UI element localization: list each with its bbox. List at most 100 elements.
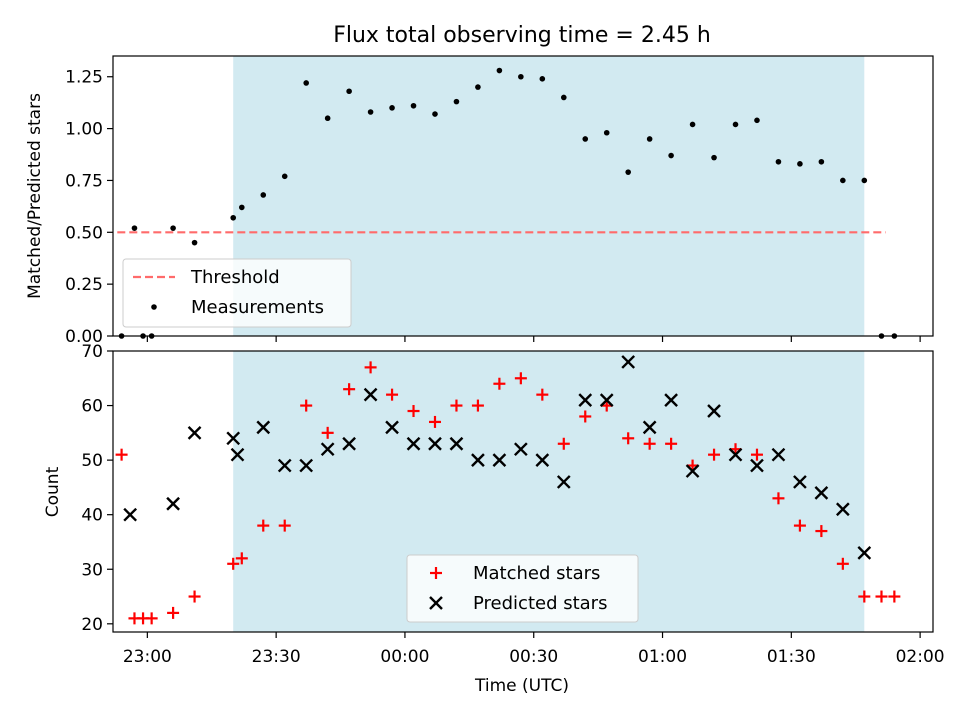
legend-matched-label: Matched stars: [473, 563, 600, 584]
measurement-point: [818, 158, 825, 165]
matched-star-point: [579, 410, 592, 423]
top-panel: 0.00 0.25 0.50 0.75 1.00 1.25 Matched/Predict…: [25, 55, 934, 347]
predicted-star-point: [385, 420, 399, 435]
predicted-star-point: [750, 458, 764, 473]
predicted-star-point: [599, 393, 614, 407]
legend-measurement-swatch: [151, 304, 157, 310]
predicted-star-point: [793, 475, 807, 489]
predicted-star-point: [621, 355, 636, 369]
top-axes-frame: [112, 55, 934, 337]
measurement-point: [861, 177, 868, 184]
predicted-stars-points: [123, 355, 872, 560]
measurement-point: [389, 105, 395, 111]
bottom-y-ticks: 20 30 40 50 60 70: [81, 342, 113, 635]
measurement-point: [732, 121, 739, 128]
predicted-star-point: [363, 387, 378, 402]
predicted-star-point: [320, 442, 335, 457]
legend-predicted-label: Predicted stars: [473, 593, 607, 614]
measurement-point: [324, 115, 331, 122]
bottom-axes-frame: [112, 350, 934, 633]
top-x-ticks: [146, 336, 921, 342]
predicted-star-point: [857, 546, 872, 560]
measurement-point: [775, 158, 782, 165]
measurement-point: [518, 73, 524, 80]
predicted-star-point: [123, 507, 138, 522]
matched-star-point: [115, 448, 128, 461]
predicted-star-point: [771, 447, 786, 462]
legend-predicted-swatch: [429, 596, 443, 610]
y-tick-label: 0.25: [65, 275, 103, 295]
matched-star-point: [300, 399, 313, 412]
bottom-legend-box: [406, 554, 639, 623]
matched-star-point: [364, 361, 377, 374]
y-tick-label: 0.75: [65, 171, 103, 191]
x-tick-label: 00:30: [509, 647, 558, 667]
matched-star-point: [557, 437, 570, 450]
measurement-point: [711, 154, 717, 161]
measurement-point: [603, 129, 610, 136]
x-tick-label: 01:00: [638, 647, 687, 667]
top-legend: Threshold Measurements: [122, 258, 352, 328]
measurement-point: [432, 111, 438, 117]
matched-star-point: [514, 372, 527, 385]
predicted-star-point: [642, 420, 657, 435]
predicted-star-point: [578, 393, 593, 407]
measurement-point: [539, 76, 546, 82]
y-tick-label: 50: [81, 451, 103, 471]
matched-star-point: [793, 519, 806, 532]
predicted-star-point: [187, 425, 202, 440]
top-y-ticks: 0.00 0.25 0.50 0.75 1.00 1.25: [65, 68, 113, 347]
matched-star-point: [278, 519, 291, 532]
predicted-star-point: [728, 447, 743, 462]
y-tick-label: 1.25: [65, 68, 103, 88]
measurement-point: [560, 94, 567, 101]
measurement-point: [346, 88, 352, 95]
predicted-star-point: [230, 447, 245, 462]
y-tick-label: 60: [81, 397, 103, 417]
measurement-point: [367, 109, 374, 115]
predicted-star-point: [535, 453, 550, 467]
matched-star-point: [858, 590, 871, 603]
top-legend-box: [122, 258, 352, 328]
matched-star-point: [708, 448, 721, 461]
y-tick-label: 70: [81, 342, 103, 362]
predicted-star-point: [664, 393, 678, 407]
x-tick-label: 23:00: [123, 647, 172, 667]
predicted-star-point: [166, 496, 180, 511]
bottom-x-ticks: 23:00 23:30 00:00 00:30 01:00 01:30 02:00: [123, 632, 945, 667]
matched-star-point: [493, 377, 506, 390]
matched-star-point: [471, 399, 484, 412]
chart-title: Flux total observing time = 2.45 h: [333, 23, 711, 48]
matched-stars-points: [115, 361, 901, 625]
measurement-point: [230, 214, 237, 221]
matched-star-point: [643, 437, 656, 450]
predicted-star-point: [556, 475, 571, 489]
legend-matched-swatch: [430, 567, 442, 579]
predicted-star-point: [685, 464, 700, 478]
matched-star-point: [343, 383, 356, 396]
y-tick-label: 30: [81, 560, 103, 580]
matched-star-point: [875, 590, 888, 603]
measurement-points: [118, 67, 898, 339]
bottom-panel: 20 30 40 50 60 70 23:00 23:30 00:00 00:30 01:00 01…: [43, 342, 945, 696]
matched-star-point: [450, 399, 463, 412]
measurement-point: [260, 192, 267, 198]
y-tick-label: 20: [81, 615, 103, 635]
predicted-star-point: [299, 458, 314, 473]
matched-star-point: [257, 519, 270, 532]
measurement-point: [475, 84, 481, 90]
predicted-star-point: [835, 502, 850, 517]
matched-star-point: [622, 432, 635, 445]
measurement-point: [238, 204, 245, 211]
y-tick-label: 40: [81, 506, 103, 526]
measurement-point: [303, 80, 309, 86]
predicted-star-point: [514, 442, 528, 457]
measurement-point: [281, 173, 288, 180]
measurement-point: [582, 136, 589, 142]
measurement-point: [496, 67, 503, 74]
top-y-axis-label: Matched/Predicted stars: [25, 93, 45, 299]
measurement-point: [131, 225, 138, 231]
predicted-star-point: [471, 453, 485, 467]
